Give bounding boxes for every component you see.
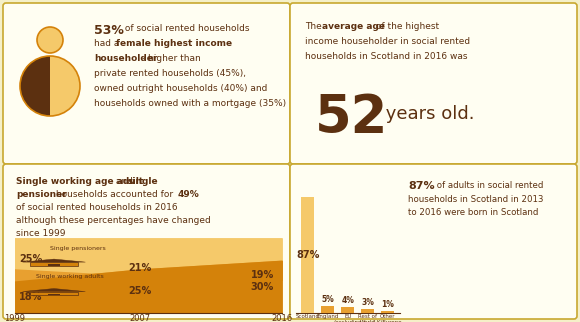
Text: householder: householder xyxy=(94,54,157,63)
Text: since 1999: since 1999 xyxy=(16,229,66,238)
Text: 4%: 4% xyxy=(342,297,354,306)
FancyBboxPatch shape xyxy=(3,164,290,319)
Bar xyxy=(361,309,374,313)
Text: average age: average age xyxy=(322,22,385,31)
Bar xyxy=(302,197,314,313)
Polygon shape xyxy=(23,259,85,262)
Bar xyxy=(30,291,78,296)
Text: had a: had a xyxy=(94,39,122,48)
Text: of social rented households in 2016: of social rented households in 2016 xyxy=(16,203,177,212)
FancyBboxPatch shape xyxy=(3,3,290,164)
Text: pensioner: pensioner xyxy=(16,190,67,199)
Text: 49%: 49% xyxy=(178,190,200,199)
Polygon shape xyxy=(23,289,85,291)
Text: Single pensioners: Single pensioners xyxy=(50,246,106,251)
Text: of the highest: of the highest xyxy=(373,22,439,31)
Text: of adults in social rented: of adults in social rented xyxy=(434,181,543,190)
Bar xyxy=(48,294,60,296)
Text: 30%: 30% xyxy=(251,282,274,292)
Text: owned outright households (40%) and: owned outright households (40%) and xyxy=(94,84,267,93)
Text: households in Scotland in 2013: households in Scotland in 2013 xyxy=(408,195,543,204)
Text: - higher than: - higher than xyxy=(139,54,201,63)
Text: households accounted for: households accounted for xyxy=(53,190,176,199)
Text: although these percentages have changed: although these percentages have changed xyxy=(16,216,211,225)
Text: female highest income: female highest income xyxy=(116,39,232,48)
Text: 25%: 25% xyxy=(19,254,43,264)
Bar xyxy=(321,306,335,313)
Text: 5%: 5% xyxy=(321,295,334,304)
Text: The: The xyxy=(305,22,325,31)
Text: 18%: 18% xyxy=(19,292,43,302)
Text: 53%: 53% xyxy=(94,24,124,37)
Polygon shape xyxy=(20,56,50,116)
Text: 87%: 87% xyxy=(296,250,320,260)
Text: households owned with a mortgage (35%): households owned with a mortgage (35%) xyxy=(94,99,286,108)
Text: single: single xyxy=(128,177,158,186)
Polygon shape xyxy=(50,56,80,116)
Text: 19%: 19% xyxy=(251,270,274,280)
Text: Single working adults: Single working adults xyxy=(36,274,104,279)
Text: 1%: 1% xyxy=(382,300,394,309)
Text: 52: 52 xyxy=(315,92,389,144)
Text: private rented households (45%),: private rented households (45%), xyxy=(94,69,246,78)
Text: Single working age adult: Single working age adult xyxy=(16,177,143,186)
Text: and: and xyxy=(113,177,136,186)
Text: income householder in social rented: income householder in social rented xyxy=(305,37,470,46)
Bar xyxy=(342,308,354,313)
Circle shape xyxy=(37,27,63,53)
FancyBboxPatch shape xyxy=(290,3,577,164)
Text: 21%: 21% xyxy=(129,263,152,273)
Text: households in Scotland in 2016 was: households in Scotland in 2016 was xyxy=(305,52,467,61)
Bar xyxy=(382,311,394,313)
FancyBboxPatch shape xyxy=(290,164,577,319)
Text: years old.: years old. xyxy=(380,105,474,123)
Text: 25%: 25% xyxy=(129,286,152,296)
Text: 3%: 3% xyxy=(361,298,374,307)
Bar xyxy=(48,264,60,266)
Text: 87%: 87% xyxy=(408,181,435,191)
Text: of social rented households: of social rented households xyxy=(122,24,249,33)
Bar xyxy=(30,262,78,266)
Text: to 2016 were born in Scotland: to 2016 were born in Scotland xyxy=(408,208,539,217)
